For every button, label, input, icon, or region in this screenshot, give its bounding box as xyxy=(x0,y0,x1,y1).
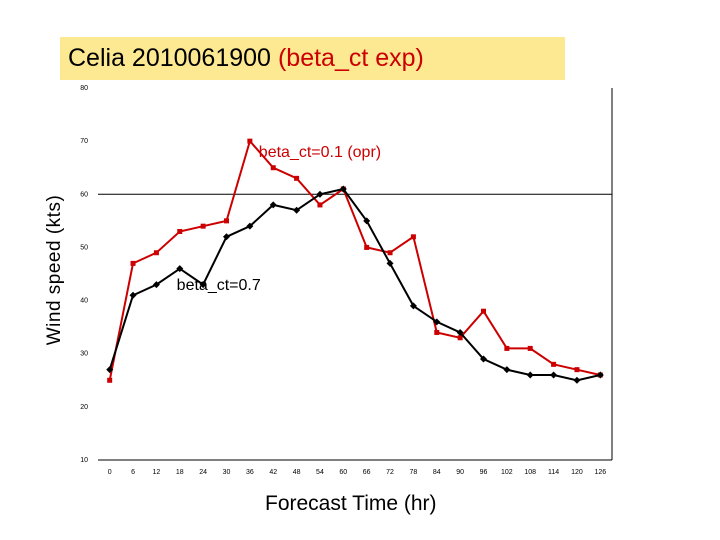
data-point xyxy=(550,371,558,379)
data-point xyxy=(246,222,254,230)
data-point xyxy=(596,371,604,379)
data-point xyxy=(270,165,276,171)
data-point xyxy=(176,265,184,273)
x-tick-label: 42 xyxy=(269,469,277,476)
y-tick-label: 60 xyxy=(80,191,88,198)
chart-title-box: Celia 2010061900 (beta_ct exp) xyxy=(60,37,565,80)
x-tick-label: 84 xyxy=(433,469,441,476)
x-tick-label: 90 xyxy=(456,469,464,476)
x-tick-label: 120 xyxy=(571,469,583,476)
data-point xyxy=(434,329,440,335)
data-point xyxy=(457,335,463,341)
x-tick-label: 6 xyxy=(131,469,135,476)
x-tick-label: 18 xyxy=(176,469,184,476)
y-tick-label: 50 xyxy=(80,244,88,251)
series-line-0 xyxy=(108,139,601,381)
x-tick-label: 36 xyxy=(246,469,254,476)
x-tick-label: 66 xyxy=(363,469,371,476)
y-tick-label: 30 xyxy=(80,351,88,358)
data-point xyxy=(107,377,113,383)
x-tick-label: 72 xyxy=(386,469,394,476)
x-tick-label: 126 xyxy=(594,469,606,476)
x-tick-label: 114 xyxy=(548,469,559,476)
data-point xyxy=(317,202,323,208)
x-tick-label: 96 xyxy=(480,469,488,476)
y-tick-label: 40 xyxy=(80,298,88,305)
x-tick-label: 78 xyxy=(410,469,418,476)
data-point xyxy=(551,361,557,367)
data-point xyxy=(503,366,511,374)
annotation-0: beta_ct=0.1 (opr) xyxy=(259,144,381,161)
data-point xyxy=(504,345,510,351)
x-tick-label: 12 xyxy=(153,469,161,476)
data-point xyxy=(527,345,533,351)
y-tick-label: 80 xyxy=(80,85,88,92)
x-tick-label: 102 xyxy=(501,469,513,476)
data-point xyxy=(573,376,581,384)
data-point xyxy=(363,217,371,225)
x-tick-label: 60 xyxy=(339,469,347,476)
data-point xyxy=(481,308,486,314)
x-tick-label: 0 xyxy=(108,469,112,476)
data-point xyxy=(153,250,159,256)
data-point xyxy=(129,291,137,299)
data-point xyxy=(526,371,534,379)
data-point xyxy=(269,201,277,209)
data-point xyxy=(574,367,580,373)
x-axis-label: Forecast Time (hr) xyxy=(265,492,437,515)
x-tick-label: 24 xyxy=(199,469,207,476)
chart-title: Celia 2010061900 xyxy=(68,44,271,72)
x-tick-label: 30 xyxy=(223,469,231,476)
data-point xyxy=(386,259,394,267)
data-point xyxy=(130,260,136,266)
data-point xyxy=(316,190,324,198)
y-tick-label: 20 xyxy=(80,404,88,411)
chart-subtitle: (beta_ct exp) xyxy=(277,44,424,72)
data-point xyxy=(294,175,300,181)
data-point xyxy=(456,328,464,336)
annotation-1: beta_ct=0.7 xyxy=(177,277,261,294)
data-point xyxy=(200,223,206,229)
data-point xyxy=(293,206,301,214)
data-point xyxy=(480,355,487,363)
data-point xyxy=(177,228,183,234)
series-line-1 xyxy=(108,187,601,382)
data-point xyxy=(364,244,370,250)
y-tick-label: 70 xyxy=(80,138,88,145)
y-tick-label: 10 xyxy=(80,457,88,464)
data-point xyxy=(152,281,160,289)
data-point xyxy=(409,302,417,310)
data-point xyxy=(339,185,347,193)
x-tick-label: 54 xyxy=(316,469,324,476)
data-point xyxy=(223,233,230,241)
data-point xyxy=(224,218,229,224)
data-point xyxy=(387,250,393,256)
x-tick-label: 108 xyxy=(524,469,536,476)
data-point xyxy=(247,138,253,144)
data-point xyxy=(199,281,207,289)
x-tick-label: 48 xyxy=(293,469,301,476)
data-point xyxy=(106,366,114,374)
data-point xyxy=(410,234,416,240)
data-point xyxy=(433,318,441,326)
